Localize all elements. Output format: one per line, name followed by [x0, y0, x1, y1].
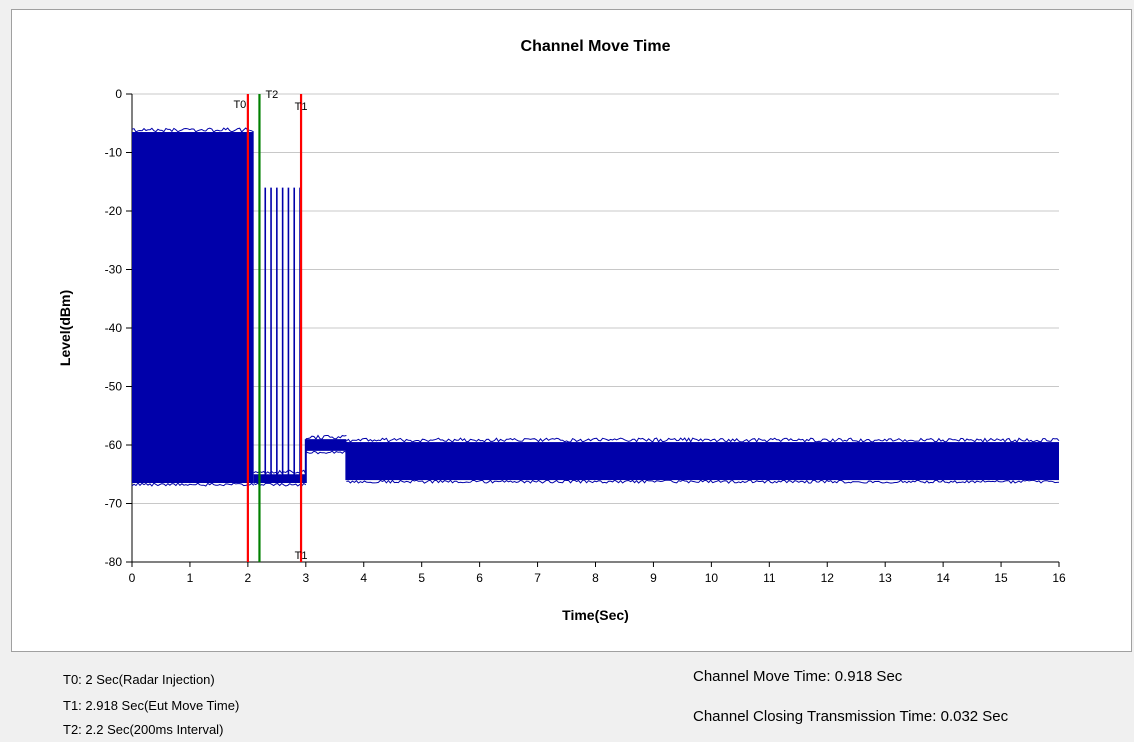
x-tick-label: 4 — [360, 571, 367, 585]
channel-move-time-chart: Channel Move Time 0 -10 -20 -30 -40 -50 -60 -70 -… — [57, 38, 1066, 623]
info-t2: T2: 2.2 Sec(200ms Interval) — [63, 722, 224, 737]
signal-noise-top — [131, 127, 254, 133]
y-tick-label: -60 — [105, 438, 123, 452]
y-tick-label: -50 — [105, 380, 123, 394]
marker-label-t1: T1 — [295, 101, 308, 113]
x-tick-label: 6 — [476, 571, 483, 585]
x-tick-label: 9 — [650, 571, 657, 585]
signal-noise-bottom — [253, 482, 307, 487]
signal-band — [346, 442, 1059, 481]
x-axis-label: Time(Sec) — [562, 607, 629, 623]
x-tick-label: 0 — [129, 571, 136, 585]
y-tick-label: -20 — [105, 204, 123, 218]
signal-noise-bottom — [131, 482, 255, 487]
x-tick-label: 10 — [705, 571, 719, 585]
signal-band — [305, 439, 347, 451]
y-tick-label: -70 — [105, 497, 123, 511]
signal-noise-bottom — [305, 450, 347, 455]
x-tick-label: 14 — [936, 571, 950, 585]
marker-label-t0: T0 — [233, 99, 246, 111]
y-tick-label: 0 — [115, 87, 122, 101]
y-tick-label: -30 — [105, 263, 123, 277]
info-t0: T0: 2 Sec(Radar Injection) — [63, 672, 215, 687]
x-tick-label: 11 — [763, 571, 776, 585]
signal-noise-top — [346, 437, 1060, 443]
x-tick-label: 15 — [994, 571, 1008, 585]
signal-noise-top — [253, 469, 307, 475]
info-channel-move-time: Channel Move Time: 0.918 Sec — [693, 668, 903, 685]
info-t1: T1: 2.918 Sec(Eut Move Time) — [63, 698, 240, 713]
x-tick-label: 2 — [245, 571, 252, 585]
signal-band — [253, 474, 306, 484]
signal-band — [132, 132, 254, 484]
signal-noise-bottom — [346, 479, 1060, 484]
marker-label-t2: T2 — [265, 89, 278, 101]
signal-noise-top — [305, 434, 347, 440]
y-tick-label: -80 — [105, 555, 123, 569]
marker-label-t1-bottom: T1 — [295, 550, 308, 562]
x-tick-label: 8 — [592, 571, 599, 585]
y-tick-label: -10 — [105, 146, 123, 160]
info-channel-closing-time: Channel Closing Transmission Time: 0.032… — [693, 708, 1009, 725]
x-tick-label: 3 — [302, 571, 309, 585]
x-tick-label: 7 — [534, 571, 541, 585]
x-tick-label: 13 — [879, 571, 893, 585]
y-axis-label: Level(dBm) — [57, 290, 73, 366]
chart-panel: Channel Move Time 0 -10 -20 -30 -40 -50 -60 -70 -… — [11, 9, 1132, 652]
x-tick-label: 16 — [1052, 571, 1066, 585]
x-tick-label: 12 — [821, 571, 835, 585]
x-tick-label: 5 — [418, 571, 425, 585]
x-tick-label: 1 — [187, 571, 194, 585]
chart-title: Channel Move Time — [521, 38, 671, 55]
y-tick-label: -40 — [105, 321, 123, 335]
